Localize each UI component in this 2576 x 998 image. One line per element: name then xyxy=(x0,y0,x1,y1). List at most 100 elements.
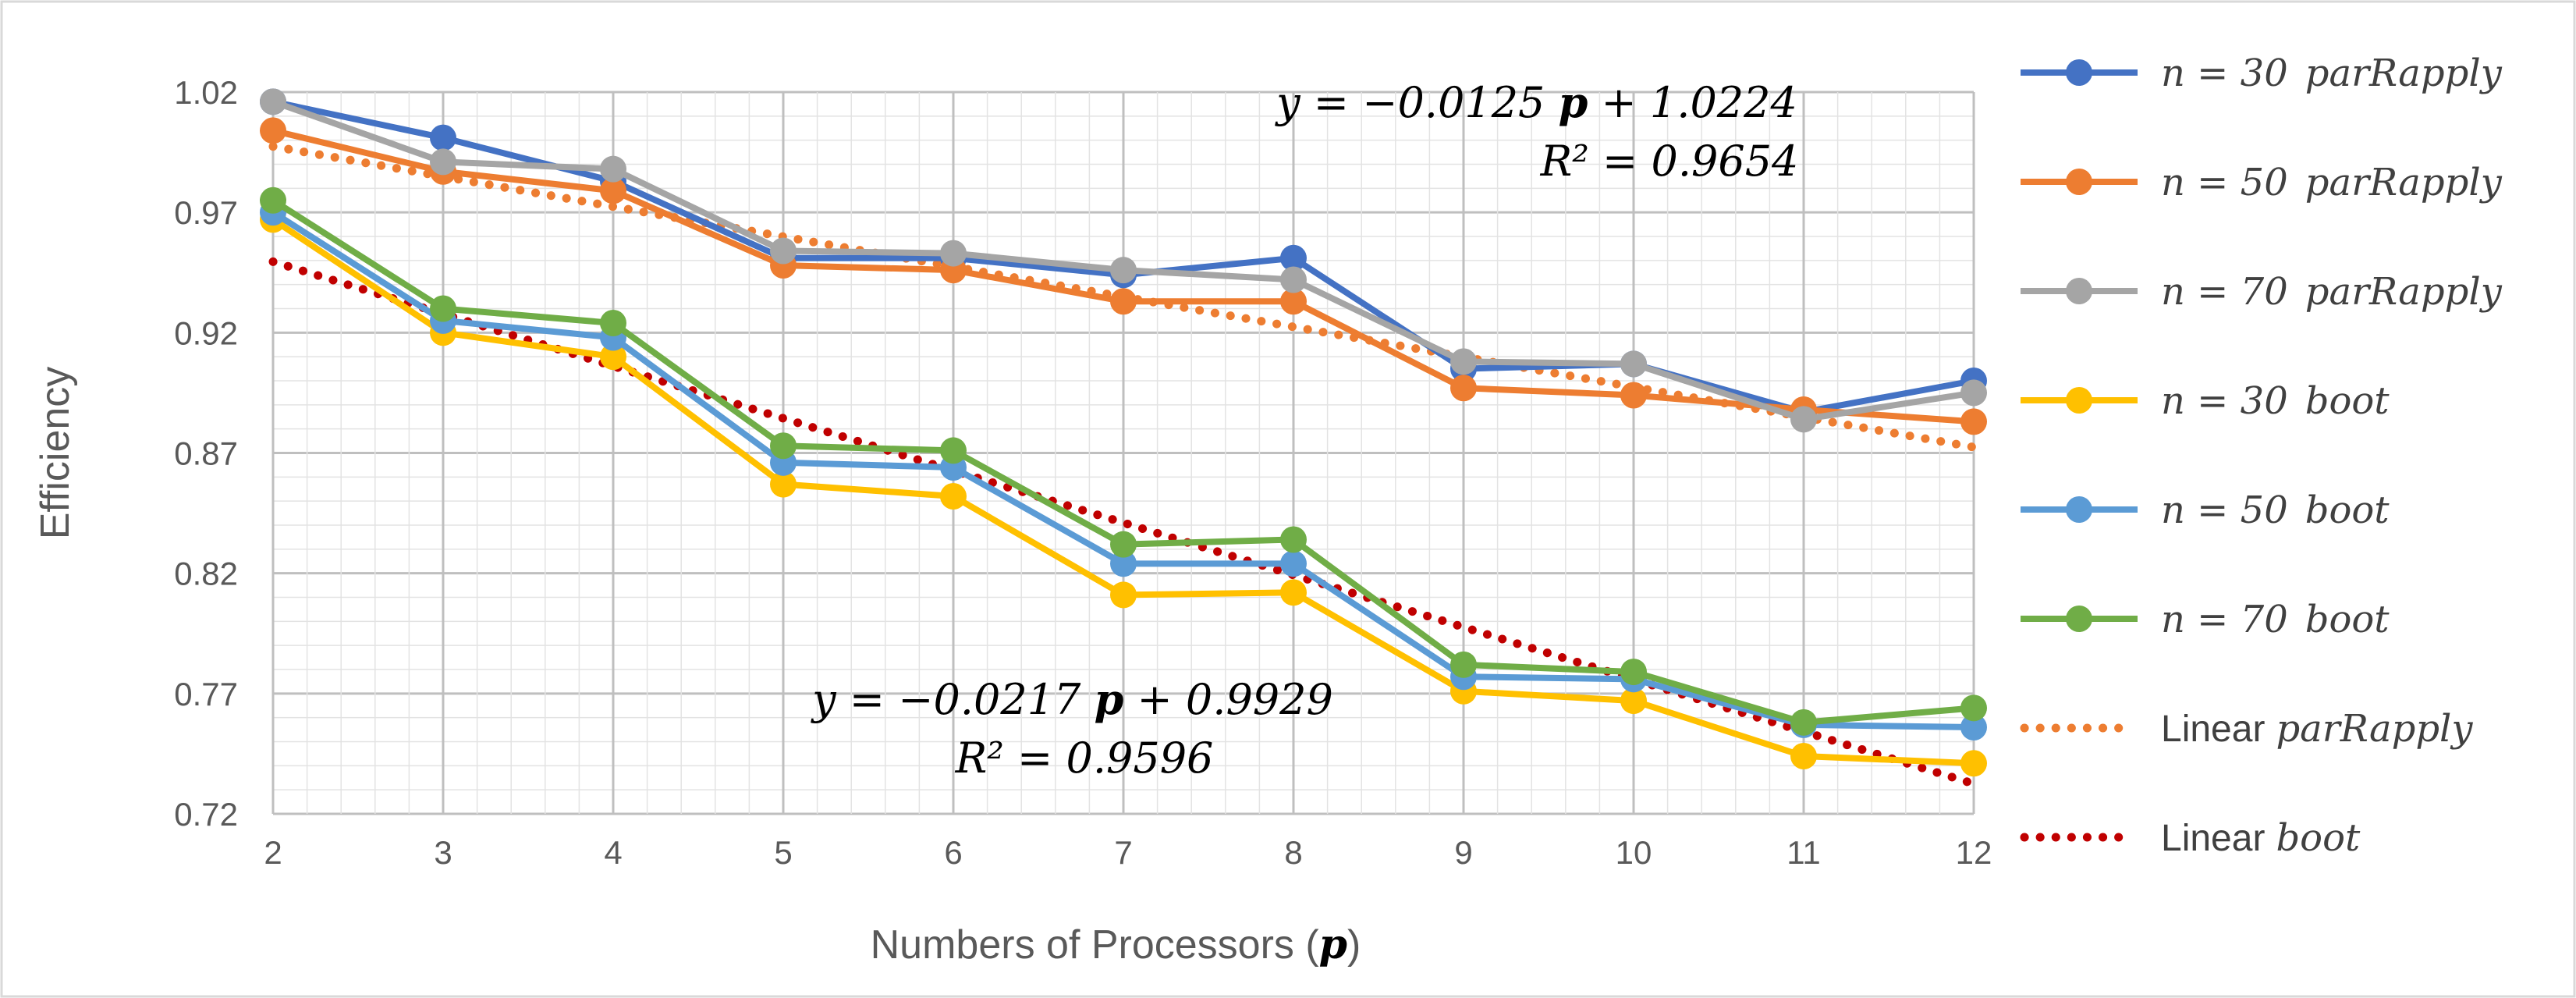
equation-suffix: + 1.0224 xyxy=(1588,78,1797,127)
legend-n: n = 70 xyxy=(2161,270,2288,314)
series-6 xyxy=(260,186,1987,736)
data-point xyxy=(1280,526,1307,553)
data-point xyxy=(1280,288,1307,315)
x-axis-title-text: Numbers of Processors ( xyxy=(871,922,1320,968)
legend-marker xyxy=(2066,496,2092,523)
legend-linear: Linear xyxy=(2161,709,2265,750)
legend-n: n = 70 xyxy=(2161,598,2288,641)
data-point xyxy=(600,343,626,371)
legend-n: n = 30 xyxy=(2161,51,2288,95)
legend-entry: n = 70 boot xyxy=(2021,598,2390,641)
data-point xyxy=(1620,687,1647,715)
series-3 xyxy=(260,88,1987,433)
data-point xyxy=(1280,550,1307,577)
x-tick-label: 2 xyxy=(264,834,282,871)
data-point xyxy=(1450,348,1477,375)
x-tick-label: 4 xyxy=(604,834,622,871)
x-tick-label: 8 xyxy=(1284,834,1302,871)
data-point xyxy=(430,295,456,322)
data-point xyxy=(1110,288,1137,315)
data-point xyxy=(1110,531,1137,558)
data-point xyxy=(770,471,797,498)
legend-method: parRapply xyxy=(2276,707,2473,751)
data-point xyxy=(260,186,286,214)
legend-label: Linear parRapply xyxy=(2161,707,2473,751)
data-point xyxy=(940,437,967,464)
legend-marker xyxy=(2066,606,2092,632)
data-point xyxy=(1620,659,1647,686)
legend-entry: n = 50 parRapply xyxy=(2021,161,2503,204)
y-axis-title: Efficiency xyxy=(33,367,78,540)
y-tick-label: 0.77 xyxy=(174,676,238,712)
data-point xyxy=(1280,266,1307,293)
data-point xyxy=(1790,743,1817,769)
data-point xyxy=(1110,257,1137,284)
legend-marker xyxy=(2066,387,2092,414)
x-tick-label: 7 xyxy=(1114,834,1132,871)
data-point xyxy=(1280,579,1307,606)
y-tick-label: 1.02 xyxy=(174,74,238,111)
data-point xyxy=(430,148,456,176)
data-point xyxy=(600,177,626,204)
trendline-r2-parRapply: R² = 0.9654 xyxy=(1540,137,1799,186)
data-point xyxy=(770,432,797,460)
legend-entry: n = 50 boot xyxy=(2021,488,2390,532)
legend-method: parRapply xyxy=(2305,51,2503,95)
data-point xyxy=(430,124,456,151)
legend-entry: n = 70 parRapply xyxy=(2021,270,2503,314)
data-point xyxy=(940,240,967,267)
data-point xyxy=(770,237,797,265)
legend-label: n = 50 parRapply xyxy=(2161,161,2503,204)
trendline-equations: y = −0.0125 p + 1.0224 R² = 0.9654 y = −0.… xyxy=(811,77,1798,783)
x-axis-title-close: ) xyxy=(1347,922,1361,968)
x-tick-label: 10 xyxy=(1616,834,1652,871)
equation-suffix: + 0.9929 xyxy=(1123,675,1333,724)
data-point xyxy=(1450,651,1477,678)
data-point xyxy=(1620,382,1647,409)
equation-symbol: p xyxy=(1559,77,1588,127)
y-tick-label: 0.82 xyxy=(174,556,238,592)
data-point xyxy=(1960,408,1987,435)
legend-label: Linear boot xyxy=(2161,816,2361,860)
equation-prefix: y = −0.0217 xyxy=(811,675,1094,724)
y-tick-label: 0.72 xyxy=(174,796,238,833)
legend-marker xyxy=(2066,59,2092,86)
data-point xyxy=(1450,375,1477,402)
data-point xyxy=(600,155,626,183)
legend-entry: n = 30 boot xyxy=(2021,379,2390,423)
x-tick-label: 5 xyxy=(774,834,792,871)
data-point xyxy=(1280,244,1307,272)
legend-method: boot xyxy=(2276,816,2361,860)
legend-linear: Linear xyxy=(2161,818,2265,859)
data-point xyxy=(260,117,286,144)
data-point xyxy=(1960,750,1987,777)
x-axis-title-symbol: p xyxy=(1319,921,1347,968)
legend-marker xyxy=(2066,278,2092,304)
equation-prefix: y = −0.0125 xyxy=(1275,78,1558,127)
x-tick-label: 9 xyxy=(1454,834,1472,871)
x-tick-label: 12 xyxy=(1956,834,1992,871)
data-point xyxy=(1110,550,1137,577)
axes: 0.72 0.77 0.82 0.87 0.92 0.97 1.02 2 3 4 5 6 7 8 9 10 11… xyxy=(33,74,1992,968)
legend-entry: Linear boot xyxy=(2020,816,2361,860)
legend: n = 30 parRapply n = 50 parRapply n = 70 parR… xyxy=(2020,51,2503,860)
y-tick-label: 0.97 xyxy=(174,194,238,231)
equation-symbol: p xyxy=(1095,674,1124,724)
data-point xyxy=(1960,714,1987,741)
data-point xyxy=(1790,709,1817,736)
legend-method: boot xyxy=(2305,379,2390,423)
trendline-r2-boot: R² = 0.9596 xyxy=(955,733,1214,783)
x-tick-label: 3 xyxy=(434,834,452,871)
x-axis-title: Numbers of Processors (p) xyxy=(871,921,1361,968)
data-point xyxy=(260,88,286,115)
legend-method: parRapply xyxy=(2305,270,2503,314)
data-point xyxy=(1620,350,1647,378)
data-point xyxy=(600,310,626,336)
x-tick-label: 11 xyxy=(1787,834,1821,871)
data-point xyxy=(1960,379,1987,407)
legend-label: n = 70 boot xyxy=(2161,598,2390,641)
y-tick-label: 0.92 xyxy=(174,314,238,351)
series xyxy=(260,88,1987,777)
